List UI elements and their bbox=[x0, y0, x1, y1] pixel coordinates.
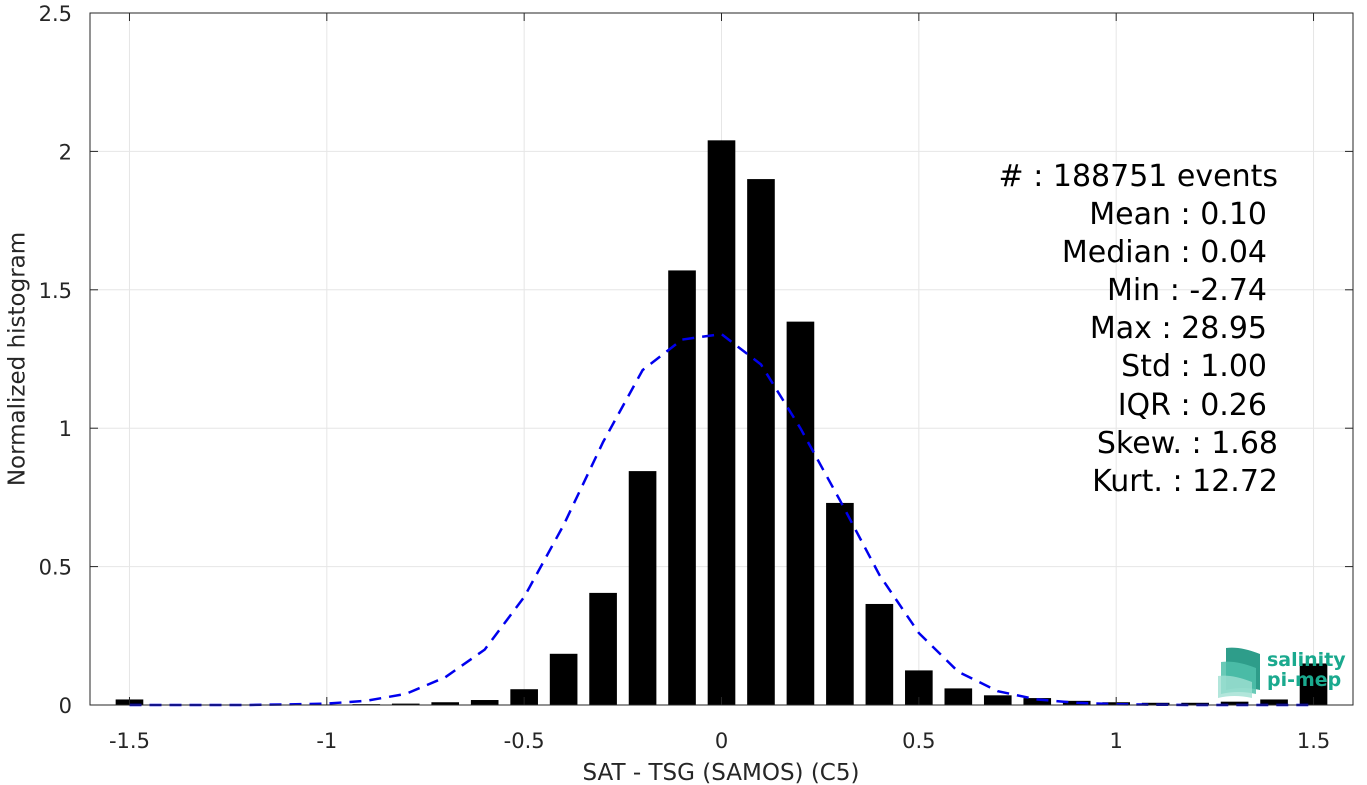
logo-line1: salinity bbox=[1267, 649, 1346, 671]
histogram-bar bbox=[1181, 702, 1209, 705]
x-tick-label: -1 bbox=[316, 729, 337, 753]
stat-mean: Mean : 0.10 bbox=[1089, 197, 1267, 232]
histogram-bar bbox=[786, 321, 815, 705]
x-tick-label: -0.5 bbox=[504, 729, 545, 753]
histogram-bar bbox=[668, 270, 696, 705]
axis-ticks: -1.5 -1 -0.5 0 0.5 1 1.5 0 0.5 1 1.5 2 2.5 bbox=[39, 2, 1353, 753]
histogram-bar bbox=[391, 703, 420, 705]
x-tick-label: 0 bbox=[715, 729, 728, 753]
logo-line2: pi-mep bbox=[1267, 669, 1341, 691]
histogram-bar bbox=[1220, 701, 1249, 705]
y-axis-label: Normalized histogram bbox=[5, 232, 31, 486]
x-tick-label: 0.5 bbox=[902, 729, 935, 753]
histogram-bar bbox=[628, 471, 657, 705]
y-tick-label: 1 bbox=[59, 417, 72, 441]
histogram-bar bbox=[549, 653, 578, 705]
stat-kurt: Kurt. : 12.72 bbox=[1092, 464, 1278, 499]
x-tick-label: 1.5 bbox=[1297, 729, 1330, 753]
x-tick-label: 1 bbox=[1110, 729, 1123, 753]
histogram-bar bbox=[1141, 702, 1170, 705]
y-tick-label: 0.5 bbox=[39, 556, 72, 580]
stat-median: Median : 0.04 bbox=[1062, 235, 1267, 270]
y-tick-label: 2 bbox=[59, 140, 72, 164]
histogram-bar bbox=[1023, 698, 1052, 705]
y-tick-label: 1.5 bbox=[39, 279, 72, 303]
x-tick-label: -1.5 bbox=[109, 729, 150, 753]
histogram-bar bbox=[707, 140, 736, 705]
histogram-bar bbox=[983, 695, 1012, 705]
y-tick-label: 2.5 bbox=[39, 2, 72, 26]
stat-std: Std : 1.00 bbox=[1121, 349, 1267, 384]
stat-min: Min : -2.74 bbox=[1107, 273, 1267, 308]
stat-iqr: IQR : 0.26 bbox=[1118, 388, 1267, 423]
stats-box: # : 188751 events Mean : 0.10 Median : 0… bbox=[999, 159, 1278, 499]
histogram-bar bbox=[826, 502, 854, 705]
salinity-pimep-logo: salinity pi-mep bbox=[1218, 647, 1346, 698]
y-tick-label: 0 bbox=[59, 694, 72, 718]
histogram-bars bbox=[115, 140, 1328, 705]
histogram-bar bbox=[944, 688, 973, 705]
stat-skew: Skew. : 1.68 bbox=[1097, 426, 1278, 461]
histogram-bar bbox=[589, 592, 617, 705]
x-axis-label: SAT - TSG (SAMOS) (C5) bbox=[583, 760, 860, 785]
histogram-bar bbox=[470, 700, 499, 705]
stat-max: Max : 28.95 bbox=[1090, 311, 1267, 346]
histogram-bar bbox=[431, 702, 460, 705]
histogram-bar bbox=[1260, 699, 1288, 705]
histogram-bar bbox=[747, 179, 775, 705]
logo-waves-icon bbox=[1218, 647, 1260, 698]
histogram-bar bbox=[865, 603, 894, 705]
stat-events: # : 188751 events bbox=[999, 159, 1278, 194]
